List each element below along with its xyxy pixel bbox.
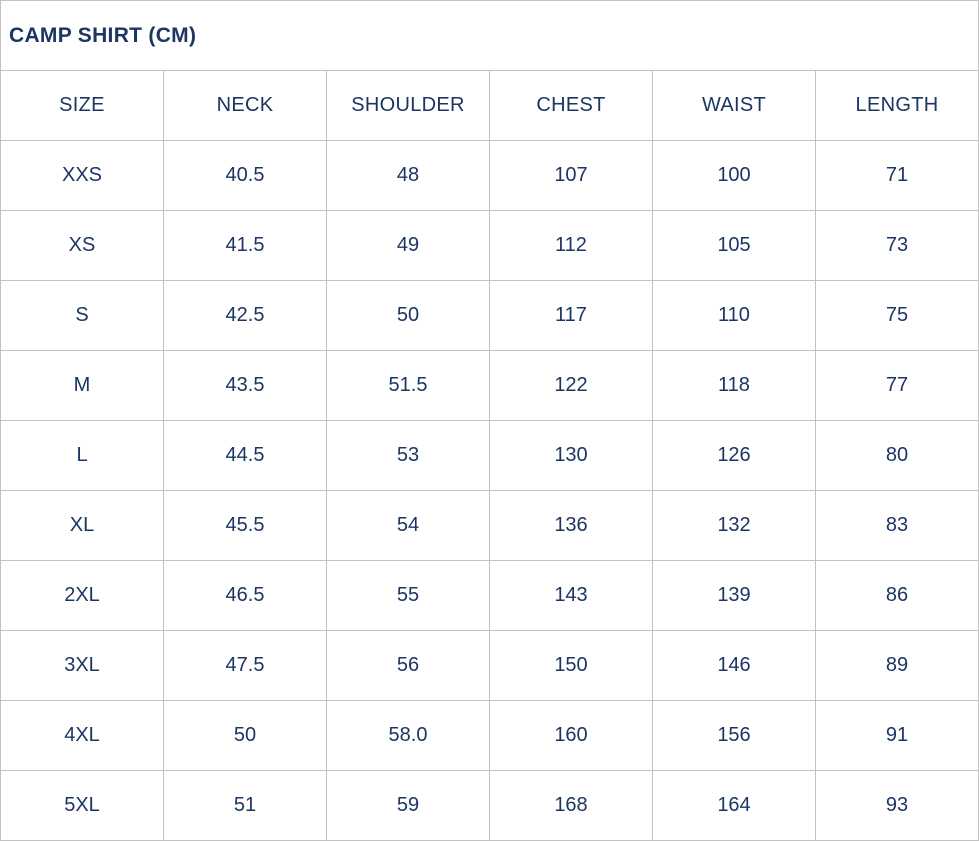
table-row-xl: XL 45.5 54 136 132 83	[0, 490, 979, 561]
cell-waist: 146	[652, 630, 816, 701]
cell-waist: 126	[652, 420, 816, 491]
header-cell-length: LENGTH	[815, 70, 979, 141]
table-row-m: M 43.5 51.5 122 118 77	[0, 350, 979, 421]
cell-waist: 156	[652, 700, 816, 771]
cell-chest: 150	[489, 630, 653, 701]
cell-chest: 168	[489, 770, 653, 841]
cell-shoulder: 51.5	[326, 350, 490, 421]
cell-chest: 117	[489, 280, 653, 351]
cell-waist: 100	[652, 140, 816, 211]
cell-shoulder: 53	[326, 420, 490, 491]
cell-size: XXS	[0, 140, 164, 211]
cell-neck: 51	[163, 770, 327, 841]
cell-neck: 43.5	[163, 350, 327, 421]
chart-title: CAMP SHIRT (CM)	[0, 0, 979, 71]
cell-chest: 143	[489, 560, 653, 631]
cell-shoulder: 48	[326, 140, 490, 211]
table-row-5xl: 5XL 51 59 168 164 93	[0, 770, 979, 841]
cell-size: XS	[0, 210, 164, 281]
cell-size: XL	[0, 490, 164, 561]
table-row-xs: XS 41.5 49 112 105 73	[0, 210, 979, 281]
cell-waist: 118	[652, 350, 816, 421]
table-row-2xl: 2XL 46.5 55 143 139 86	[0, 560, 979, 631]
cell-chest: 112	[489, 210, 653, 281]
cell-waist: 139	[652, 560, 816, 631]
title-row: CAMP SHIRT (CM)	[0, 0, 979, 71]
cell-chest: 136	[489, 490, 653, 561]
cell-shoulder: 55	[326, 560, 490, 631]
table-row-s: S 42.5 50 117 110 75	[0, 280, 979, 351]
cell-shoulder: 54	[326, 490, 490, 561]
cell-chest: 122	[489, 350, 653, 421]
cell-size: M	[0, 350, 164, 421]
cell-waist: 105	[652, 210, 816, 281]
table-row-xxs: XXS 40.5 48 107 100 71	[0, 140, 979, 211]
header-row: SIZE NECK SHOULDER CHEST WAIST LENGTH	[0, 70, 979, 141]
cell-neck: 44.5	[163, 420, 327, 491]
cell-waist: 132	[652, 490, 816, 561]
cell-shoulder: 59	[326, 770, 490, 841]
cell-chest: 130	[489, 420, 653, 491]
cell-chest: 107	[489, 140, 653, 211]
cell-shoulder: 56	[326, 630, 490, 701]
cell-size: S	[0, 280, 164, 351]
cell-length: 75	[815, 280, 979, 351]
table-row-3xl: 3XL 47.5 56 150 146 89	[0, 630, 979, 701]
cell-waist: 110	[652, 280, 816, 351]
header-cell-size: SIZE	[0, 70, 164, 141]
cell-size: 5XL	[0, 770, 164, 841]
cell-length: 91	[815, 700, 979, 771]
cell-size: 4XL	[0, 700, 164, 771]
cell-neck: 45.5	[163, 490, 327, 561]
cell-chest: 160	[489, 700, 653, 771]
cell-size: 3XL	[0, 630, 164, 701]
cell-neck: 50	[163, 700, 327, 771]
header-cell-waist: WAIST	[652, 70, 816, 141]
table-row-l: L 44.5 53 130 126 80	[0, 420, 979, 491]
cell-length: 93	[815, 770, 979, 841]
cell-size: L	[0, 420, 164, 491]
header-cell-shoulder: SHOULDER	[326, 70, 490, 141]
cell-waist: 164	[652, 770, 816, 841]
cell-neck: 46.5	[163, 560, 327, 631]
cell-size: 2XL	[0, 560, 164, 631]
header-cell-chest: CHEST	[489, 70, 653, 141]
cell-shoulder: 50	[326, 280, 490, 351]
cell-length: 86	[815, 560, 979, 631]
cell-shoulder: 49	[326, 210, 490, 281]
cell-length: 71	[815, 140, 979, 211]
cell-length: 77	[815, 350, 979, 421]
cell-shoulder: 58.0	[326, 700, 490, 771]
table-row-4xl: 4XL 50 58.0 160 156 91	[0, 700, 979, 771]
cell-length: 73	[815, 210, 979, 281]
cell-length: 89	[815, 630, 979, 701]
cell-neck: 40.5	[163, 140, 327, 211]
cell-length: 83	[815, 490, 979, 561]
cell-neck: 41.5	[163, 210, 327, 281]
cell-length: 80	[815, 420, 979, 491]
cell-neck: 47.5	[163, 630, 327, 701]
header-cell-neck: NECK	[163, 70, 327, 141]
cell-neck: 42.5	[163, 280, 327, 351]
